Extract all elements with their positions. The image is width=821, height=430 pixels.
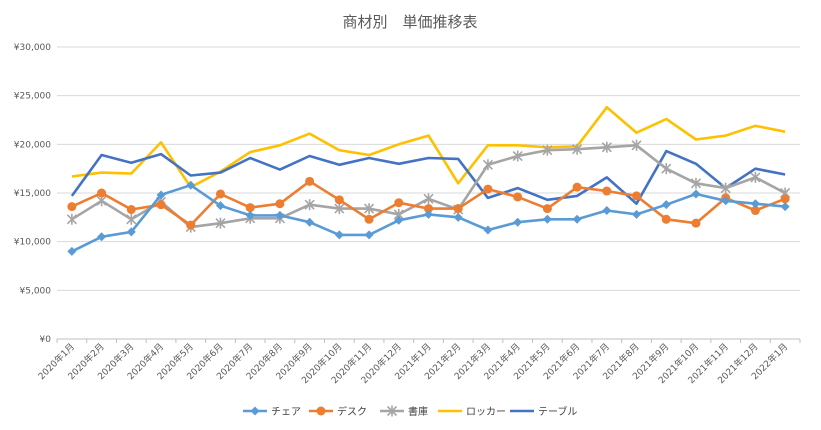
data-point [245, 210, 255, 220]
data-point [482, 159, 494, 171]
data-point [661, 200, 671, 210]
data-point [305, 217, 315, 227]
legend-item: ロッカー [438, 406, 506, 418]
data-point [215, 189, 225, 199]
data-point [215, 201, 225, 211]
data-point [572, 143, 583, 155]
data-point [513, 192, 523, 202]
y-tick-label: ¥15,000 [14, 189, 51, 199]
legend-label: テーブル [538, 405, 577, 418]
series-5 [70, 149, 786, 205]
data-point [334, 230, 344, 240]
data-point [661, 163, 672, 175]
data-point [780, 202, 790, 212]
data-point [305, 176, 315, 186]
data-point [602, 186, 612, 196]
data-point [156, 190, 166, 200]
data-point [394, 198, 404, 208]
data-point [156, 200, 166, 210]
y-tick-label: ¥10,000 [14, 238, 51, 248]
legend-item: テーブル [510, 405, 577, 418]
chart-title: 商材別 単価推移表 [342, 13, 477, 31]
data-point [572, 182, 582, 192]
legend-item: デスク [309, 405, 367, 418]
data-point [632, 209, 642, 219]
data-point [245, 203, 255, 213]
data-point [364, 214, 374, 224]
data-point [67, 202, 77, 212]
data-point [186, 180, 196, 190]
y-tick-label: ¥25,000 [14, 92, 51, 102]
data-point [423, 193, 434, 205]
data-point [513, 217, 523, 227]
legend-marker [250, 406, 260, 416]
data-point [453, 212, 463, 222]
series-2 [67, 176, 790, 230]
data-point [304, 199, 315, 211]
y-tick-label: ¥20,000 [14, 140, 51, 150]
data-point [453, 204, 463, 214]
data-point [67, 246, 77, 256]
data-point [363, 203, 375, 215]
data-point [97, 232, 107, 242]
data-point [66, 213, 77, 225]
data-point [542, 144, 553, 156]
data-point [750, 171, 761, 183]
legend: チェア デスク 書庫 ロッカー テーブル [243, 405, 577, 418]
data-point [750, 206, 760, 216]
y-axis-tick-labels: ¥0 ¥5,000 ¥10,000 ¥15,000 ¥20,000 ¥25,000 ¥30,… [14, 43, 51, 345]
data-point [275, 210, 285, 220]
legend-label: デスク [337, 405, 367, 418]
data-point [186, 220, 196, 230]
legend-marker [386, 405, 398, 417]
y-tick-label: ¥30,000 [14, 43, 51, 53]
data-point [780, 194, 790, 204]
data-point [631, 139, 642, 151]
data-point [364, 230, 374, 240]
data-point [572, 214, 582, 224]
data-point [394, 215, 404, 225]
data-point [424, 204, 433, 214]
data-point [334, 203, 345, 215]
data-point [424, 209, 433, 219]
data-point [690, 177, 702, 189]
data-point [602, 206, 612, 216]
gridlines [57, 46, 800, 340]
data-point [720, 182, 731, 194]
legend-label: チェア [271, 406, 301, 418]
data-point [542, 204, 552, 214]
y-tick-label: ¥5,000 [20, 286, 52, 296]
data-point [721, 196, 731, 206]
data-point [691, 218, 701, 228]
data-point [97, 188, 107, 198]
series-lines [66, 106, 791, 256]
data-point [542, 214, 552, 224]
data-point [632, 191, 642, 201]
data-point [483, 225, 493, 235]
data-point [126, 205, 136, 215]
legend-marker [316, 406, 326, 416]
data-point [750, 199, 760, 209]
legend-item: 書庫 [380, 405, 428, 418]
data-point [661, 214, 671, 224]
legend-label: 書庫 [408, 405, 428, 418]
data-point [275, 199, 285, 209]
data-point [691, 189, 701, 199]
series-line [70, 149, 786, 205]
data-point [483, 184, 493, 194]
data-point [215, 217, 226, 229]
series-1 [67, 180, 790, 256]
data-point [512, 150, 523, 162]
data-point [126, 227, 136, 237]
data-point [601, 141, 612, 153]
y-tick-label: ¥0 [40, 335, 52, 345]
legend-item: チェア [243, 406, 301, 418]
data-point [334, 195, 344, 205]
legend-label: ロッカー [466, 406, 506, 418]
data-point [126, 213, 137, 225]
